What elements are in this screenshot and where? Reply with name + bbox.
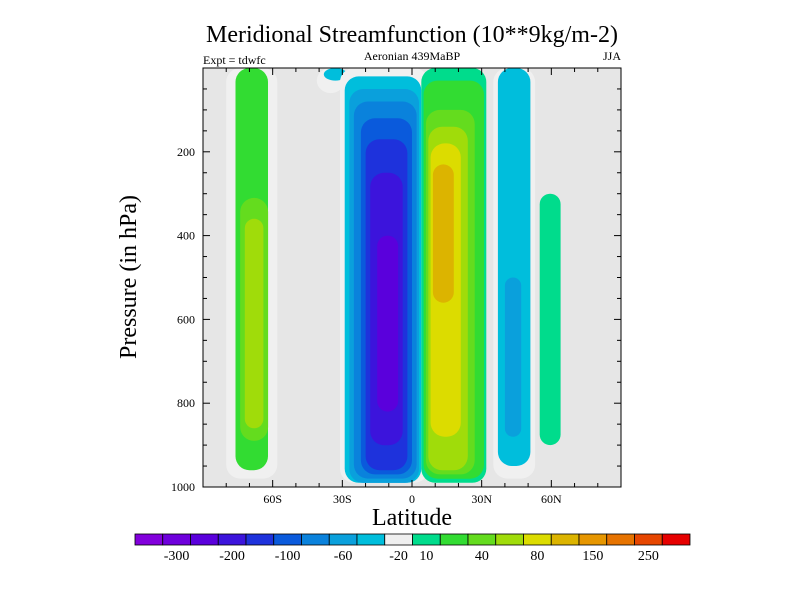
colorbar: -300 -200 -100 -60 -20 10 40 80 150 250 bbox=[134, 533, 691, 564]
x-tick-label: 0 bbox=[409, 492, 415, 506]
colorbar-label: -100 bbox=[275, 549, 301, 564]
colorbar-swatch-9 bbox=[384, 533, 413, 546]
x-tick-label: 30S bbox=[333, 492, 352, 506]
colorbar-label: -300 bbox=[164, 549, 190, 564]
contour-region-22 bbox=[504, 277, 522, 437]
colorbar-label: 40 bbox=[475, 549, 489, 564]
x-tick-label: 60N bbox=[541, 492, 562, 506]
colorbar-swatch-11 bbox=[439, 533, 469, 546]
contour-fill-layer bbox=[226, 68, 561, 483]
colorbar-swatch-12 bbox=[467, 533, 497, 546]
colorbar-swatch-3 bbox=[217, 533, 247, 546]
colorbar-swatch-18 bbox=[634, 533, 663, 546]
colorbar-label: -20 bbox=[389, 549, 408, 564]
colorbar-label: -60 bbox=[334, 549, 353, 564]
colorbar-swatch-7 bbox=[328, 533, 358, 546]
x-axis-label: Latitude bbox=[372, 505, 452, 531]
colorbar-swatch-16 bbox=[578, 533, 608, 546]
period-label: Aeronian 439MaBP bbox=[364, 49, 461, 63]
contour-region-13 bbox=[377, 235, 399, 412]
colorbar-swatch-13 bbox=[495, 533, 524, 546]
y-axis-label: Pressure (in hPa) bbox=[116, 195, 142, 359]
y-tick-label: 200 bbox=[177, 145, 195, 159]
chart-title: Meridional Streamfunction (10**9kg/m-2) bbox=[206, 22, 618, 48]
colorbar-swatch-2 bbox=[190, 533, 219, 546]
colorbar-swatch-6 bbox=[301, 533, 330, 546]
contour-region-3 bbox=[244, 218, 264, 429]
experiment-label: Expt = tdwfc bbox=[203, 53, 266, 67]
colorbar-label: 250 bbox=[638, 549, 659, 564]
colorbar-label: -200 bbox=[219, 549, 245, 564]
season-label: JJA bbox=[603, 49, 621, 63]
x-tick-label: 60S bbox=[263, 492, 282, 506]
colorbar-label: 80 bbox=[530, 549, 544, 564]
colorbar-swatch-10 bbox=[412, 533, 441, 546]
y-tick-label: 400 bbox=[177, 229, 195, 243]
y-tick-label: 1000 bbox=[171, 480, 195, 494]
contour-region-19 bbox=[432, 164, 454, 303]
y-tick-label: 600 bbox=[177, 312, 195, 326]
colorbar-swatch-17 bbox=[606, 533, 635, 546]
contour-region-23 bbox=[539, 193, 561, 446]
colorbar-swatch-15 bbox=[550, 533, 580, 546]
colorbar-swatch-0 bbox=[134, 533, 164, 546]
colorbar-label: 150 bbox=[582, 549, 603, 564]
colorbar-swatch-8 bbox=[356, 533, 386, 546]
colorbar-swatch-14 bbox=[523, 533, 552, 546]
colorbar-label: 10 bbox=[419, 549, 433, 564]
y-tick-label: 800 bbox=[177, 396, 195, 410]
colorbar-swatch-19 bbox=[661, 533, 691, 546]
axis-ticks: 60S 30S 0 30N 60N 200 400 600 800 1000 bbox=[171, 68, 621, 506]
colorbar-swatch-4 bbox=[245, 533, 275, 546]
x-tick-label: 30N bbox=[471, 492, 492, 506]
colorbar-swatch-1 bbox=[162, 533, 191, 546]
colorbar-swatch-5 bbox=[273, 533, 302, 546]
